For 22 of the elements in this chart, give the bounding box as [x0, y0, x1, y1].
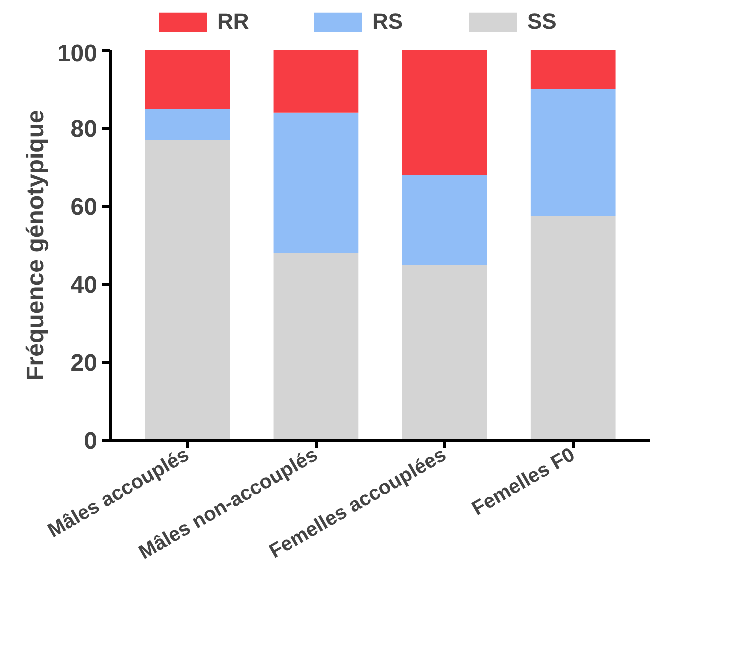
y-tick-label: 60 [70, 194, 98, 221]
bar [530, 216, 616, 440]
y-axis-title: Fréquence génotypique [22, 110, 50, 381]
y-tick-label: 100 [57, 40, 98, 68]
y-tick-label: 80 [70, 116, 98, 143]
y-tick-label: 0 [84, 428, 98, 455]
bar [145, 140, 230, 440]
bar [145, 109, 230, 140]
legend-label: SS [528, 9, 558, 35]
bar [402, 50, 488, 176]
bar [145, 50, 230, 109]
y-tick-label: 20 [70, 350, 98, 377]
legend-label: RS [372, 9, 404, 35]
bar [530, 90, 616, 216]
bar [402, 175, 488, 265]
bar [274, 50, 359, 113]
bar [530, 50, 616, 90]
bar [274, 253, 359, 440]
y-tick-label: 40 [70, 272, 98, 299]
bar [402, 265, 488, 440]
legend-label: RR [218, 9, 250, 35]
bar [274, 112, 359, 254]
